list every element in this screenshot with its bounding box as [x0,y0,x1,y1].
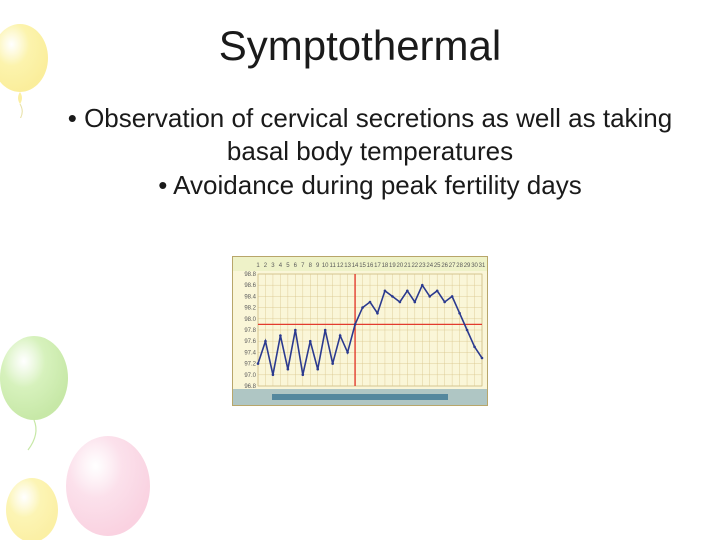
svg-text:16: 16 [367,263,374,269]
balloon-pink-bottom [56,430,166,540]
svg-text:97.4: 97.4 [244,350,256,356]
svg-text:22: 22 [411,263,418,269]
svg-text:14: 14 [352,263,359,269]
bullet-1-text: Observation of cervical secretions as we… [84,103,672,166]
svg-text:26: 26 [441,263,448,269]
balloon-yellow-bottom [2,470,72,540]
svg-text:30: 30 [471,263,478,269]
bullet-2-text: Avoidance during peak fertility days [173,170,582,200]
svg-text:97.6: 97.6 [244,339,256,345]
svg-text:29: 29 [464,263,471,269]
svg-text:98.6: 98.6 [244,283,256,289]
svg-text:11: 11 [330,263,337,269]
svg-text:31: 31 [479,263,486,269]
svg-text:20: 20 [397,263,404,269]
svg-text:23: 23 [419,263,426,269]
svg-text:28: 28 [456,263,463,269]
svg-text:15: 15 [359,263,366,269]
svg-text:17: 17 [374,263,381,269]
bullet-list: • Observation of cervical secretions as … [60,102,680,202]
svg-text:27: 27 [449,263,456,269]
svg-text:12: 12 [337,263,344,269]
svg-text:25: 25 [434,263,441,269]
svg-text:18: 18 [382,263,389,269]
svg-text:13: 13 [344,263,351,269]
svg-text:10: 10 [322,263,329,269]
svg-text:98.8: 98.8 [244,272,256,278]
svg-text:98.0: 98.0 [244,317,256,323]
svg-text:98.2: 98.2 [244,306,256,312]
svg-text:24: 24 [426,263,433,269]
svg-text:97.0: 97.0 [244,373,256,379]
svg-text:98.4: 98.4 [244,294,256,300]
bullet-1: • Observation of cervical secretions as … [60,102,680,167]
svg-text:19: 19 [389,263,396,269]
svg-text:97.8: 97.8 [244,328,256,334]
bullet-2: • Avoidance during peak fertility days [60,169,680,202]
svg-text:96.8: 96.8 [244,384,256,390]
svg-text:21: 21 [404,263,411,269]
svg-text:97.2: 97.2 [244,362,256,368]
bbt-chart: 1234567891011121314151617181920212223242… [232,256,488,406]
slide-title: Symptothermal [0,22,720,70]
